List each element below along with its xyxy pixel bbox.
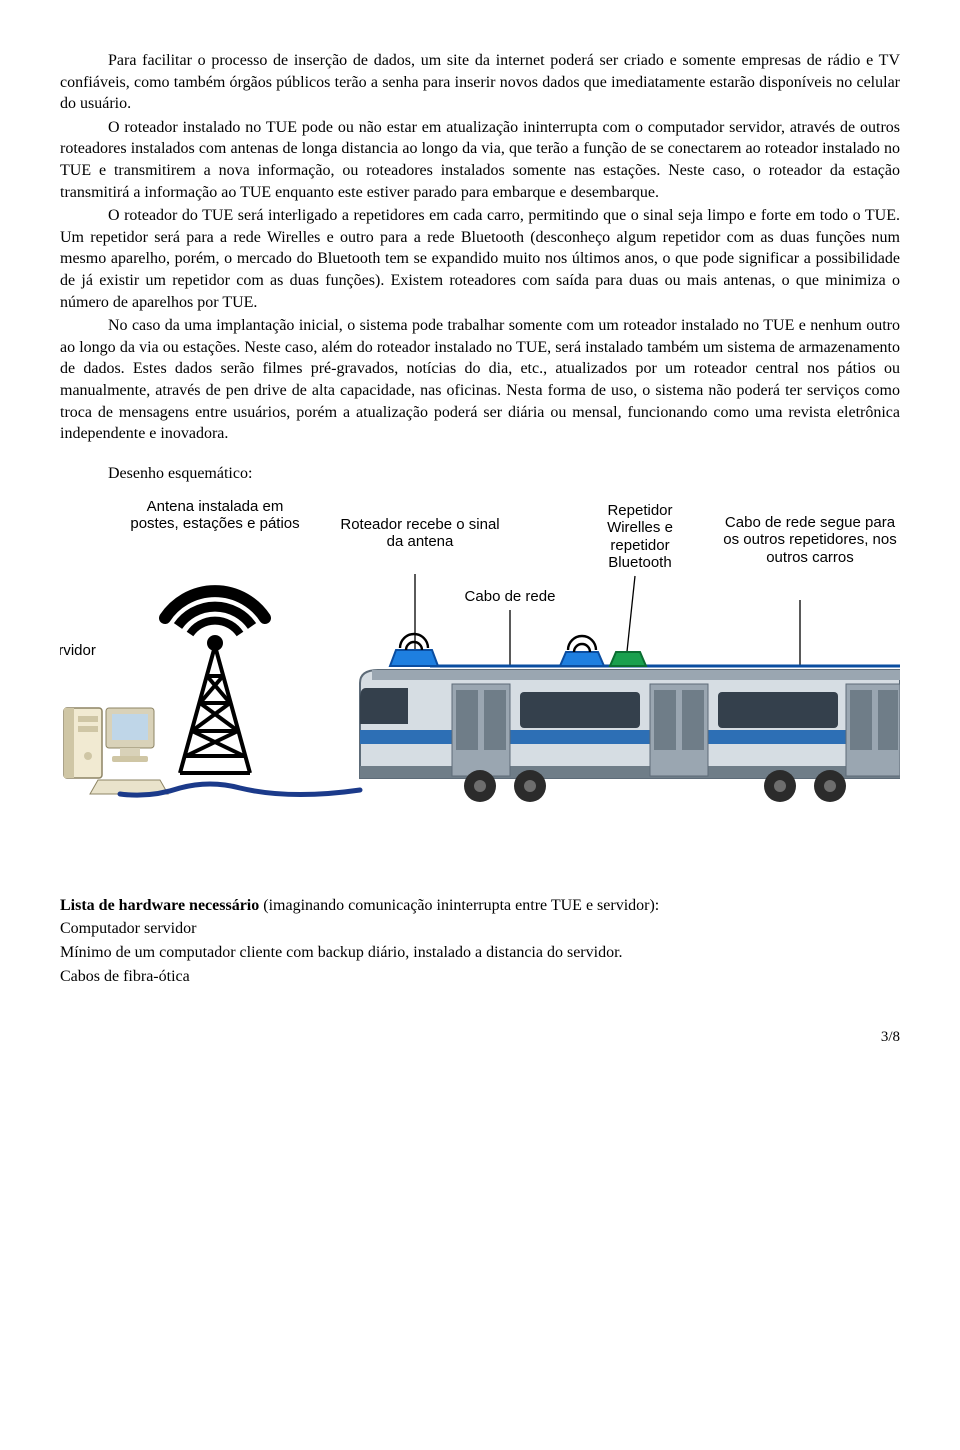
label-cabo2: Cabo de rede segue para os outros repeti… — [720, 514, 900, 566]
label-repetidor: Repetidor Wirelles e repetidor Bluetooth — [580, 502, 700, 571]
hardware-intro-rest: (imaginando comunicação ininterrupta ent… — [259, 897, 659, 914]
label-servidor: Servidor — [60, 642, 130, 659]
schematic-diagram: Antena instalada em postes, estações e p… — [60, 498, 900, 845]
hardware-item-1: Computador servidor — [60, 918, 900, 940]
hardware-item-3: Cabos de fibra-ótica — [60, 966, 900, 988]
paragraph-4: No caso da uma implantação inicial, o si… — [60, 315, 900, 445]
hardware-item-2: Mínimo de um computador cliente com back… — [60, 942, 900, 964]
paragraph-2: O roteador instalado no TUE pode ou não … — [60, 117, 900, 203]
repeater-icon — [610, 652, 646, 666]
label-cabo: Cabo de rede — [450, 588, 570, 605]
hardware-intro-bold: Lista de hardware necessário — [60, 897, 259, 914]
paragraph-1: Para facilitar o processo de inserção de… — [60, 50, 900, 115]
label-roteador: Roteador recebe o sinal da antena — [340, 516, 500, 551]
hardware-list: Lista de hardware necessário (imaginando… — [60, 895, 900, 987]
paragraph-3: O roteador do TUE será interligado a rep… — [60, 205, 900, 313]
label-antena: Antena instalada em postes, estações e p… — [130, 498, 300, 533]
diagram-section-label: Desenho esquemático: — [108, 463, 900, 485]
page-number: 3/8 — [60, 1027, 900, 1047]
